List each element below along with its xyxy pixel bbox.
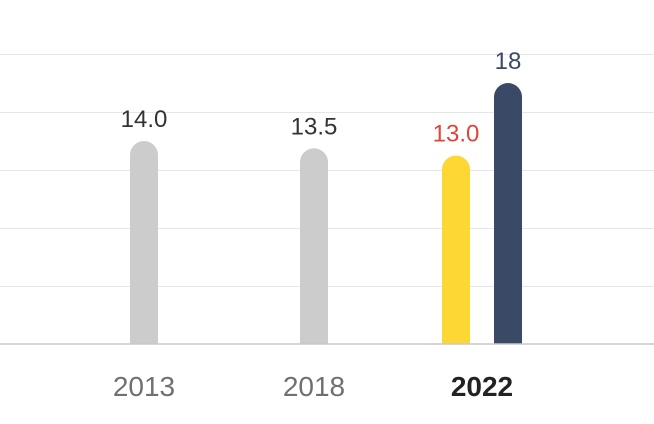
data-label-2018-1: 13.5 bbox=[291, 113, 338, 140]
x-tick-label-2018: 2018 bbox=[283, 371, 345, 402]
data-label-2022-2: 13.0 bbox=[433, 121, 480, 148]
bar-2018-1 bbox=[300, 148, 328, 344]
data-label-2022-3: 18 bbox=[495, 48, 522, 75]
x-tick-label-2013: 2013 bbox=[113, 371, 175, 402]
data-labels: 14.0 13.5 13.0 18 bbox=[121, 48, 522, 148]
data-label-2013-0: 14.0 bbox=[121, 106, 168, 133]
x-axis-ticks: 2013 2018 2022 bbox=[113, 371, 513, 402]
bars bbox=[130, 83, 522, 344]
bar-2013-0 bbox=[130, 141, 158, 344]
bar-2022-2 bbox=[442, 155, 470, 344]
bar-2022-3 bbox=[494, 83, 522, 344]
x-tick-label-2022: 2022 bbox=[451, 371, 513, 402]
